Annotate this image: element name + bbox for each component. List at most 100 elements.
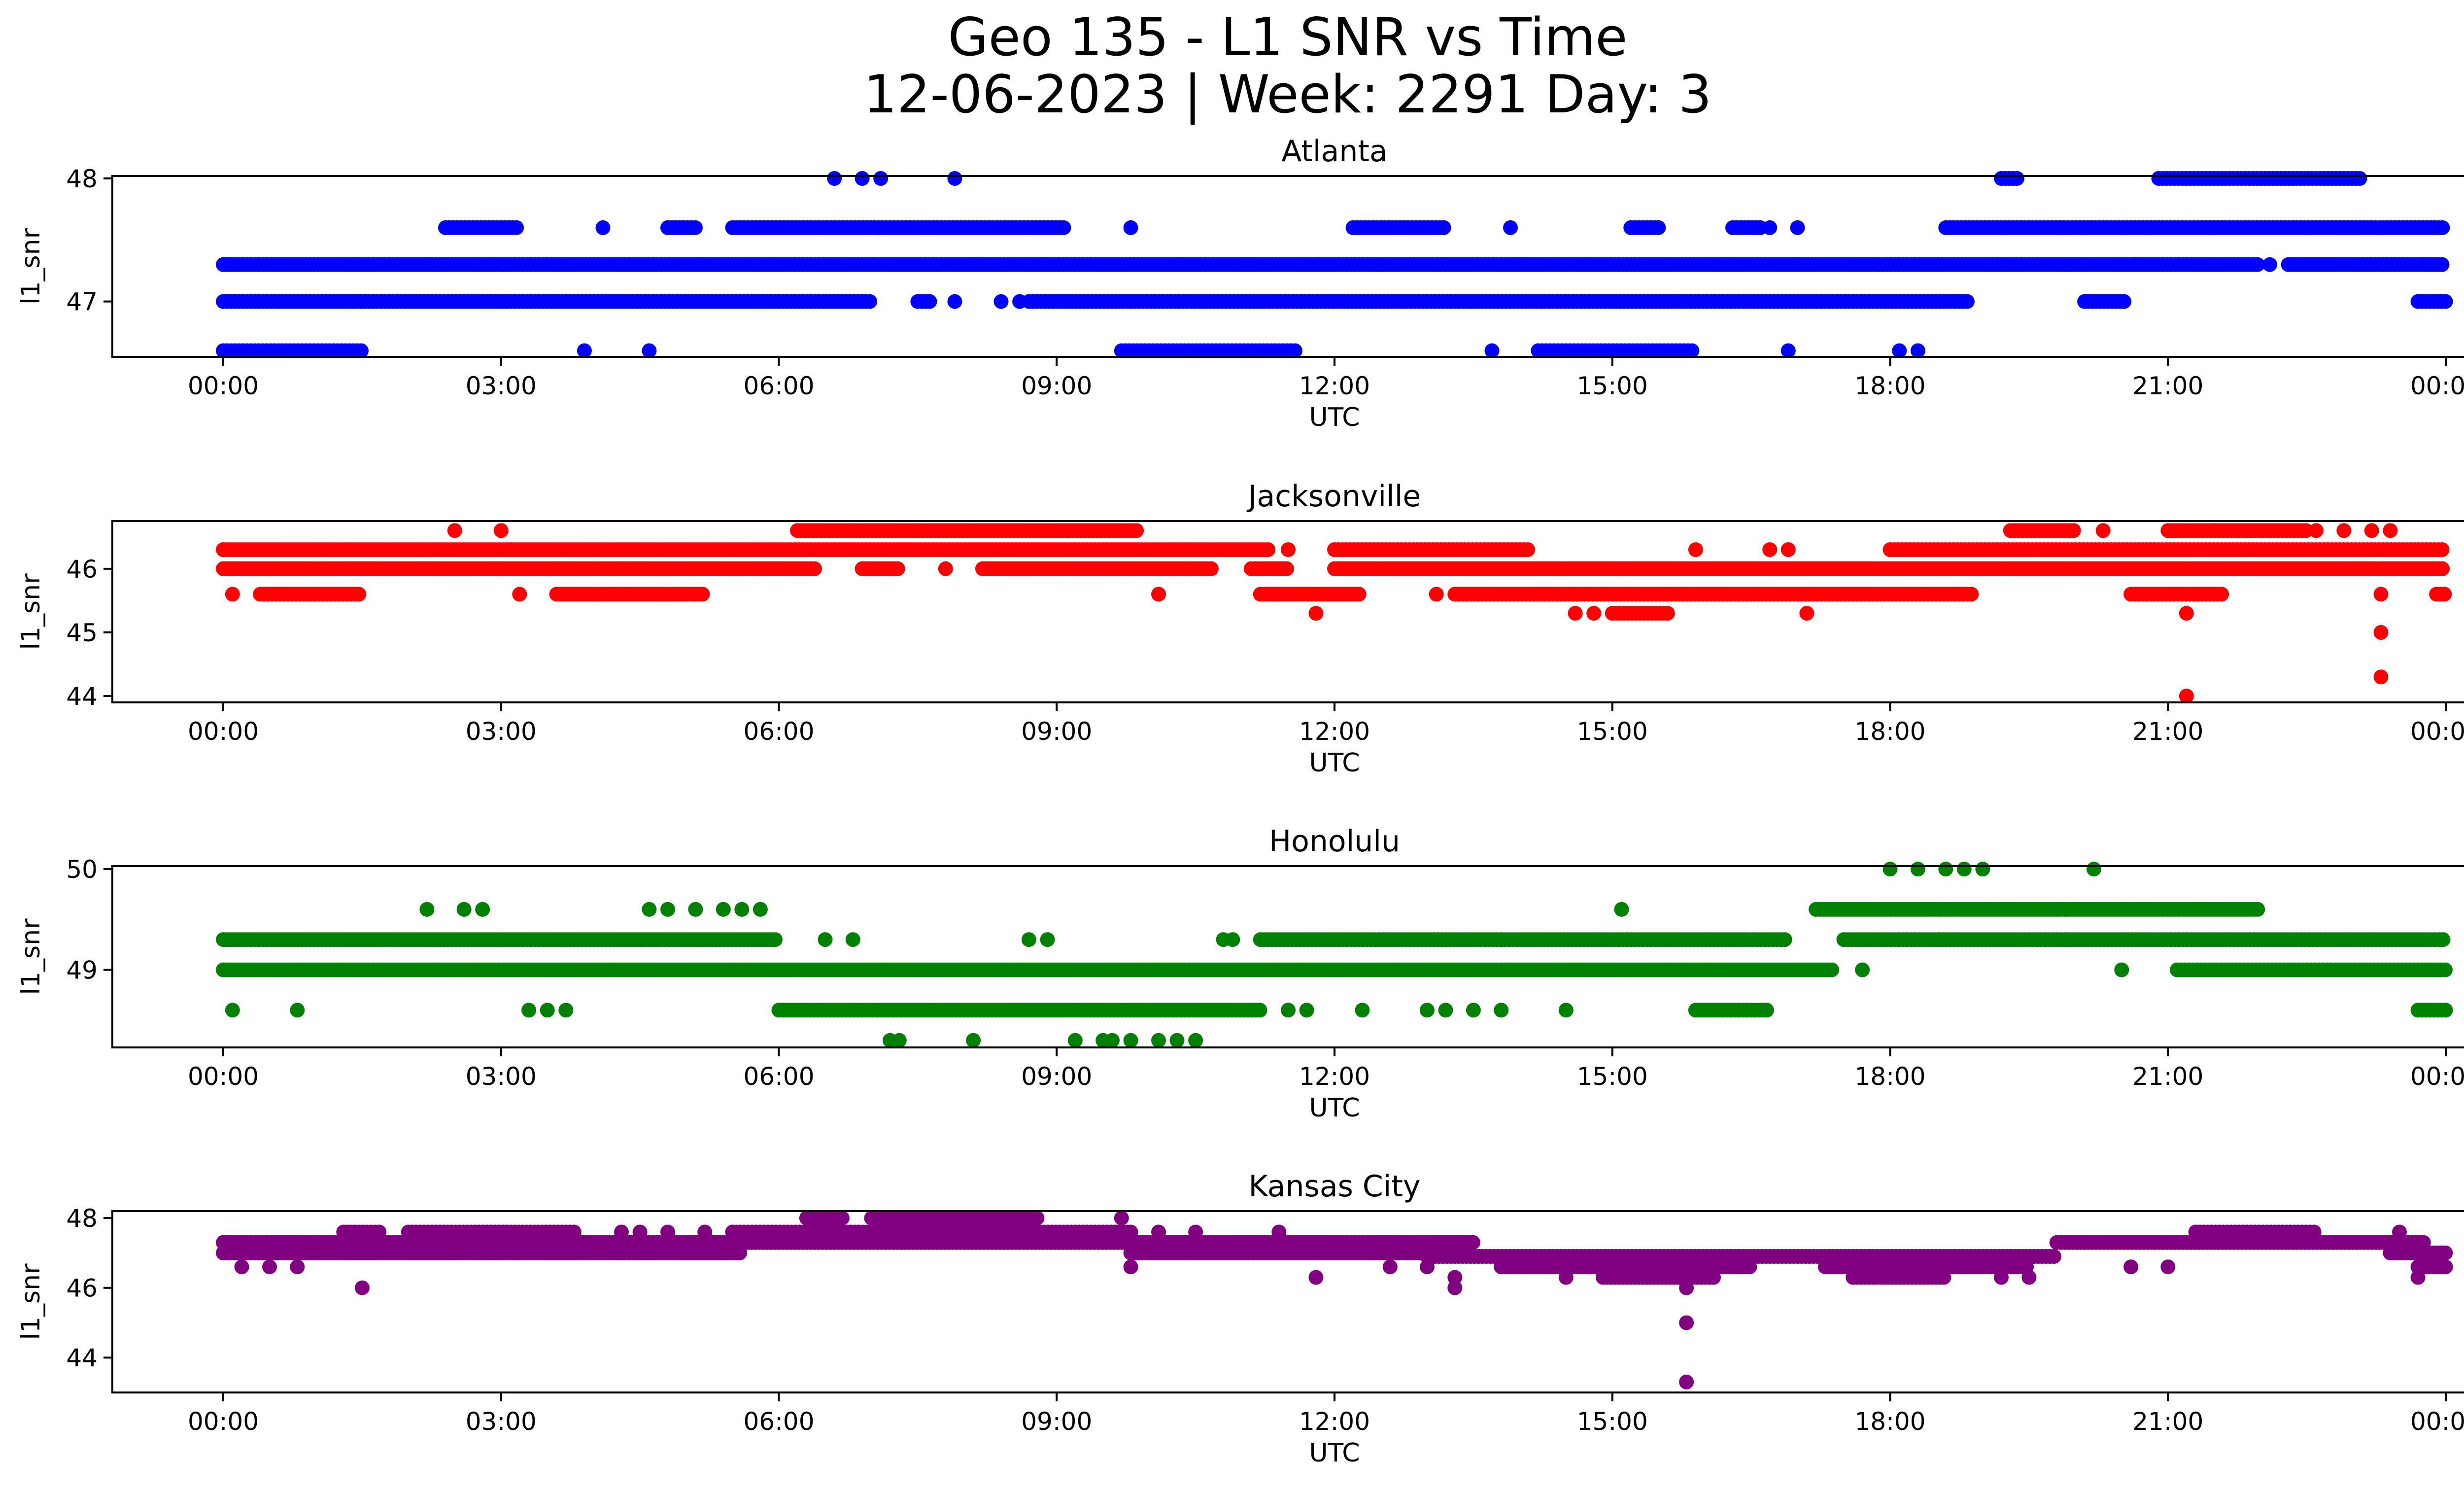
data-point	[1790, 220, 1805, 235]
x-tick-label: 00:00	[188, 372, 259, 400]
data-point	[2336, 523, 2352, 538]
data-point	[873, 171, 889, 186]
x-tick-label: 15:00	[1577, 1062, 1648, 1091]
data-point	[2214, 587, 2229, 602]
data-point	[2437, 587, 2452, 602]
data-point	[1762, 542, 1778, 557]
x-tick-label: 18:00	[1854, 717, 1925, 746]
x-tick-label: 00:00	[2410, 1062, 2464, 1091]
data-point	[2434, 542, 2450, 557]
x-tick-label: 09:00	[1021, 372, 1092, 400]
data-point	[2435, 561, 2450, 576]
data-point	[456, 902, 472, 917]
points-atlanta	[216, 171, 2453, 358]
data-point	[753, 902, 768, 917]
data-point	[540, 1003, 555, 1018]
points-kansas-city	[216, 1211, 2453, 1390]
data-point	[1586, 606, 1602, 621]
data-point	[372, 1224, 387, 1240]
x-tick-label: 09:00	[1021, 1062, 1092, 1091]
data-point	[2250, 257, 2265, 272]
data-point	[1651, 220, 1666, 235]
data-point	[2438, 294, 2453, 309]
data-point	[642, 343, 657, 358]
data-point	[688, 220, 703, 235]
data-point	[1484, 343, 1500, 358]
data-point	[493, 523, 509, 538]
data-point	[1021, 932, 1036, 947]
x-tick-label: 03:00	[466, 717, 537, 746]
data-point	[938, 561, 953, 576]
data-point	[1494, 1003, 1509, 1018]
data-point	[2010, 171, 2024, 186]
figure-title-line2: 12-06-2023 | Week: 2291 Day: 3	[863, 64, 1712, 125]
data-point	[2250, 902, 2265, 917]
subplot-title: Honolulu	[1269, 824, 1400, 859]
data-point	[862, 294, 877, 309]
data-point	[1012, 294, 1027, 309]
data-point	[1892, 343, 1907, 358]
data-point	[1855, 962, 1870, 977]
x-axis-label: UTC	[1309, 748, 1360, 778]
x-tick-label: 18:00	[1854, 372, 1925, 400]
y-axis-label: l1_snr	[16, 228, 46, 305]
data-point	[660, 902, 675, 917]
x-tick-label: 12:00	[1299, 717, 1370, 746]
data-point	[2416, 1235, 2431, 1250]
data-point	[1660, 606, 1675, 621]
data-point	[1355, 1003, 1370, 1018]
data-point	[993, 294, 1009, 309]
data-point	[1910, 862, 1925, 877]
x-tick-label: 15:00	[1577, 717, 1648, 746]
data-point	[716, 902, 731, 917]
data-point	[1151, 1033, 1166, 1048]
subplot-jacksonville: 00:00 03:00 06:00 09:00 12:00 15:00 18:00 21:00…	[16, 479, 2464, 778]
data-point	[1466, 1003, 1481, 1018]
data-point	[1799, 606, 1814, 621]
data-point	[558, 1003, 574, 1018]
data-point	[1938, 862, 1953, 877]
data-point	[1252, 1003, 1267, 1018]
data-point	[2207, 523, 2222, 538]
data-point	[807, 561, 822, 576]
data-point	[1684, 343, 1700, 358]
data-point	[1503, 220, 1518, 235]
data-point	[1759, 1003, 1774, 1018]
y-tick-label: 45	[66, 619, 98, 647]
data-point	[1123, 220, 1138, 235]
y-tick-label: 46	[66, 555, 98, 584]
data-point	[1824, 962, 1839, 977]
points-jacksonville	[216, 523, 2452, 704]
data-point	[1225, 932, 1240, 947]
x-tick-label: 00:00	[2410, 372, 2464, 400]
data-point	[1067, 1033, 1083, 1048]
data-point	[2086, 862, 2101, 877]
x-axis-label: UTC	[1309, 1093, 1360, 1123]
x-tick-label: 06:00	[743, 372, 814, 400]
data-point	[1123, 1224, 1138, 1240]
x-tick-label: 03:00	[466, 372, 537, 400]
data-point	[1614, 902, 1629, 917]
data-point	[1956, 862, 1972, 877]
data-point	[1287, 343, 1302, 358]
data-point	[1281, 1003, 1296, 1018]
data-point	[1040, 932, 1055, 947]
x-tick-label: 21:00	[2132, 372, 2203, 400]
data-point	[2298, 523, 2314, 538]
data-point	[1975, 862, 1990, 877]
data-point	[1279, 561, 1294, 576]
data-point	[1419, 1003, 1435, 1018]
subplot-title: Jacksonville	[1246, 479, 1421, 514]
data-point	[566, 1224, 582, 1240]
data-point	[855, 171, 870, 186]
data-point	[695, 587, 710, 602]
data-point	[1056, 220, 1071, 235]
data-point	[1438, 1003, 1453, 1018]
data-point	[595, 220, 611, 235]
x-tick-label: 06:00	[743, 1062, 814, 1091]
data-point	[1151, 587, 1166, 602]
data-point	[225, 1003, 240, 1018]
data-point	[688, 902, 703, 917]
data-point	[2262, 257, 2277, 272]
subplot-honolulu: 00:00 03:00 06:00 09:00 12:00 15:00 18:00 21:00…	[16, 824, 2464, 1123]
